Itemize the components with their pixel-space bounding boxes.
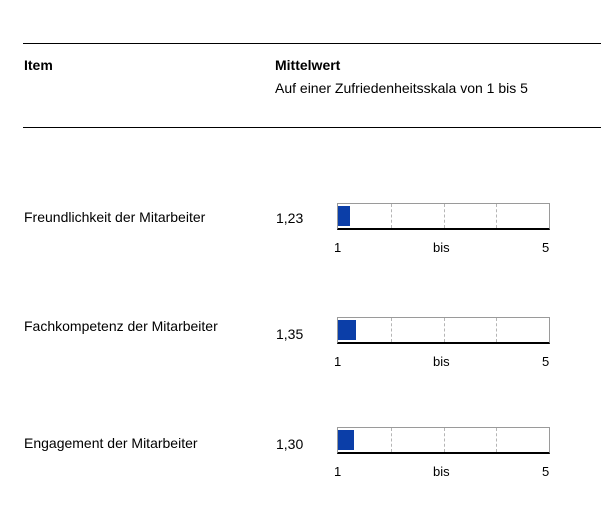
gridline [444, 318, 445, 342]
column-header-mean-subtitle: Auf einer Zufriedenheitsskala von 1 bis … [275, 80, 528, 96]
data-label: 1,23 [276, 210, 304, 226]
gridline [391, 428, 392, 452]
tick-label-min: 1 [334, 354, 342, 369]
tick-label-min: 1 [334, 464, 342, 479]
bar-track [337, 317, 550, 344]
gridline [444, 428, 445, 452]
column-header-item: Item [24, 57, 53, 73]
tick-label-max: 5 [542, 240, 550, 255]
row-label: Freundlichkeit der Mitarbeiter [24, 209, 206, 225]
tick-label-mid: bis [433, 354, 450, 369]
gridline [496, 318, 497, 342]
tick-label-max: 5 [542, 354, 550, 369]
gridline [391, 318, 392, 342]
gridline [496, 204, 497, 228]
tick-label-max: 5 [542, 464, 550, 479]
tick-label-min: 1 [334, 240, 342, 255]
row-label: Fachkompetenz der Mitarbeiter [24, 318, 218, 334]
bar [338, 206, 350, 226]
data-label: 1,30 [276, 436, 304, 452]
bar-track [337, 427, 550, 454]
gridline [496, 428, 497, 452]
table-header-rule [23, 127, 601, 128]
tick-label-mid: bis [433, 240, 450, 255]
column-header-mean: Mittelwert [275, 57, 341, 73]
bar [338, 320, 356, 340]
row-label: Engagement der Mitarbeiter [24, 435, 198, 451]
table-top-rule [23, 43, 601, 44]
gridline [444, 204, 445, 228]
bar [338, 430, 354, 450]
tick-label-mid: bis [433, 464, 450, 479]
data-label: 1,35 [276, 326, 304, 342]
bar-track [337, 203, 550, 230]
gridline [391, 204, 392, 228]
